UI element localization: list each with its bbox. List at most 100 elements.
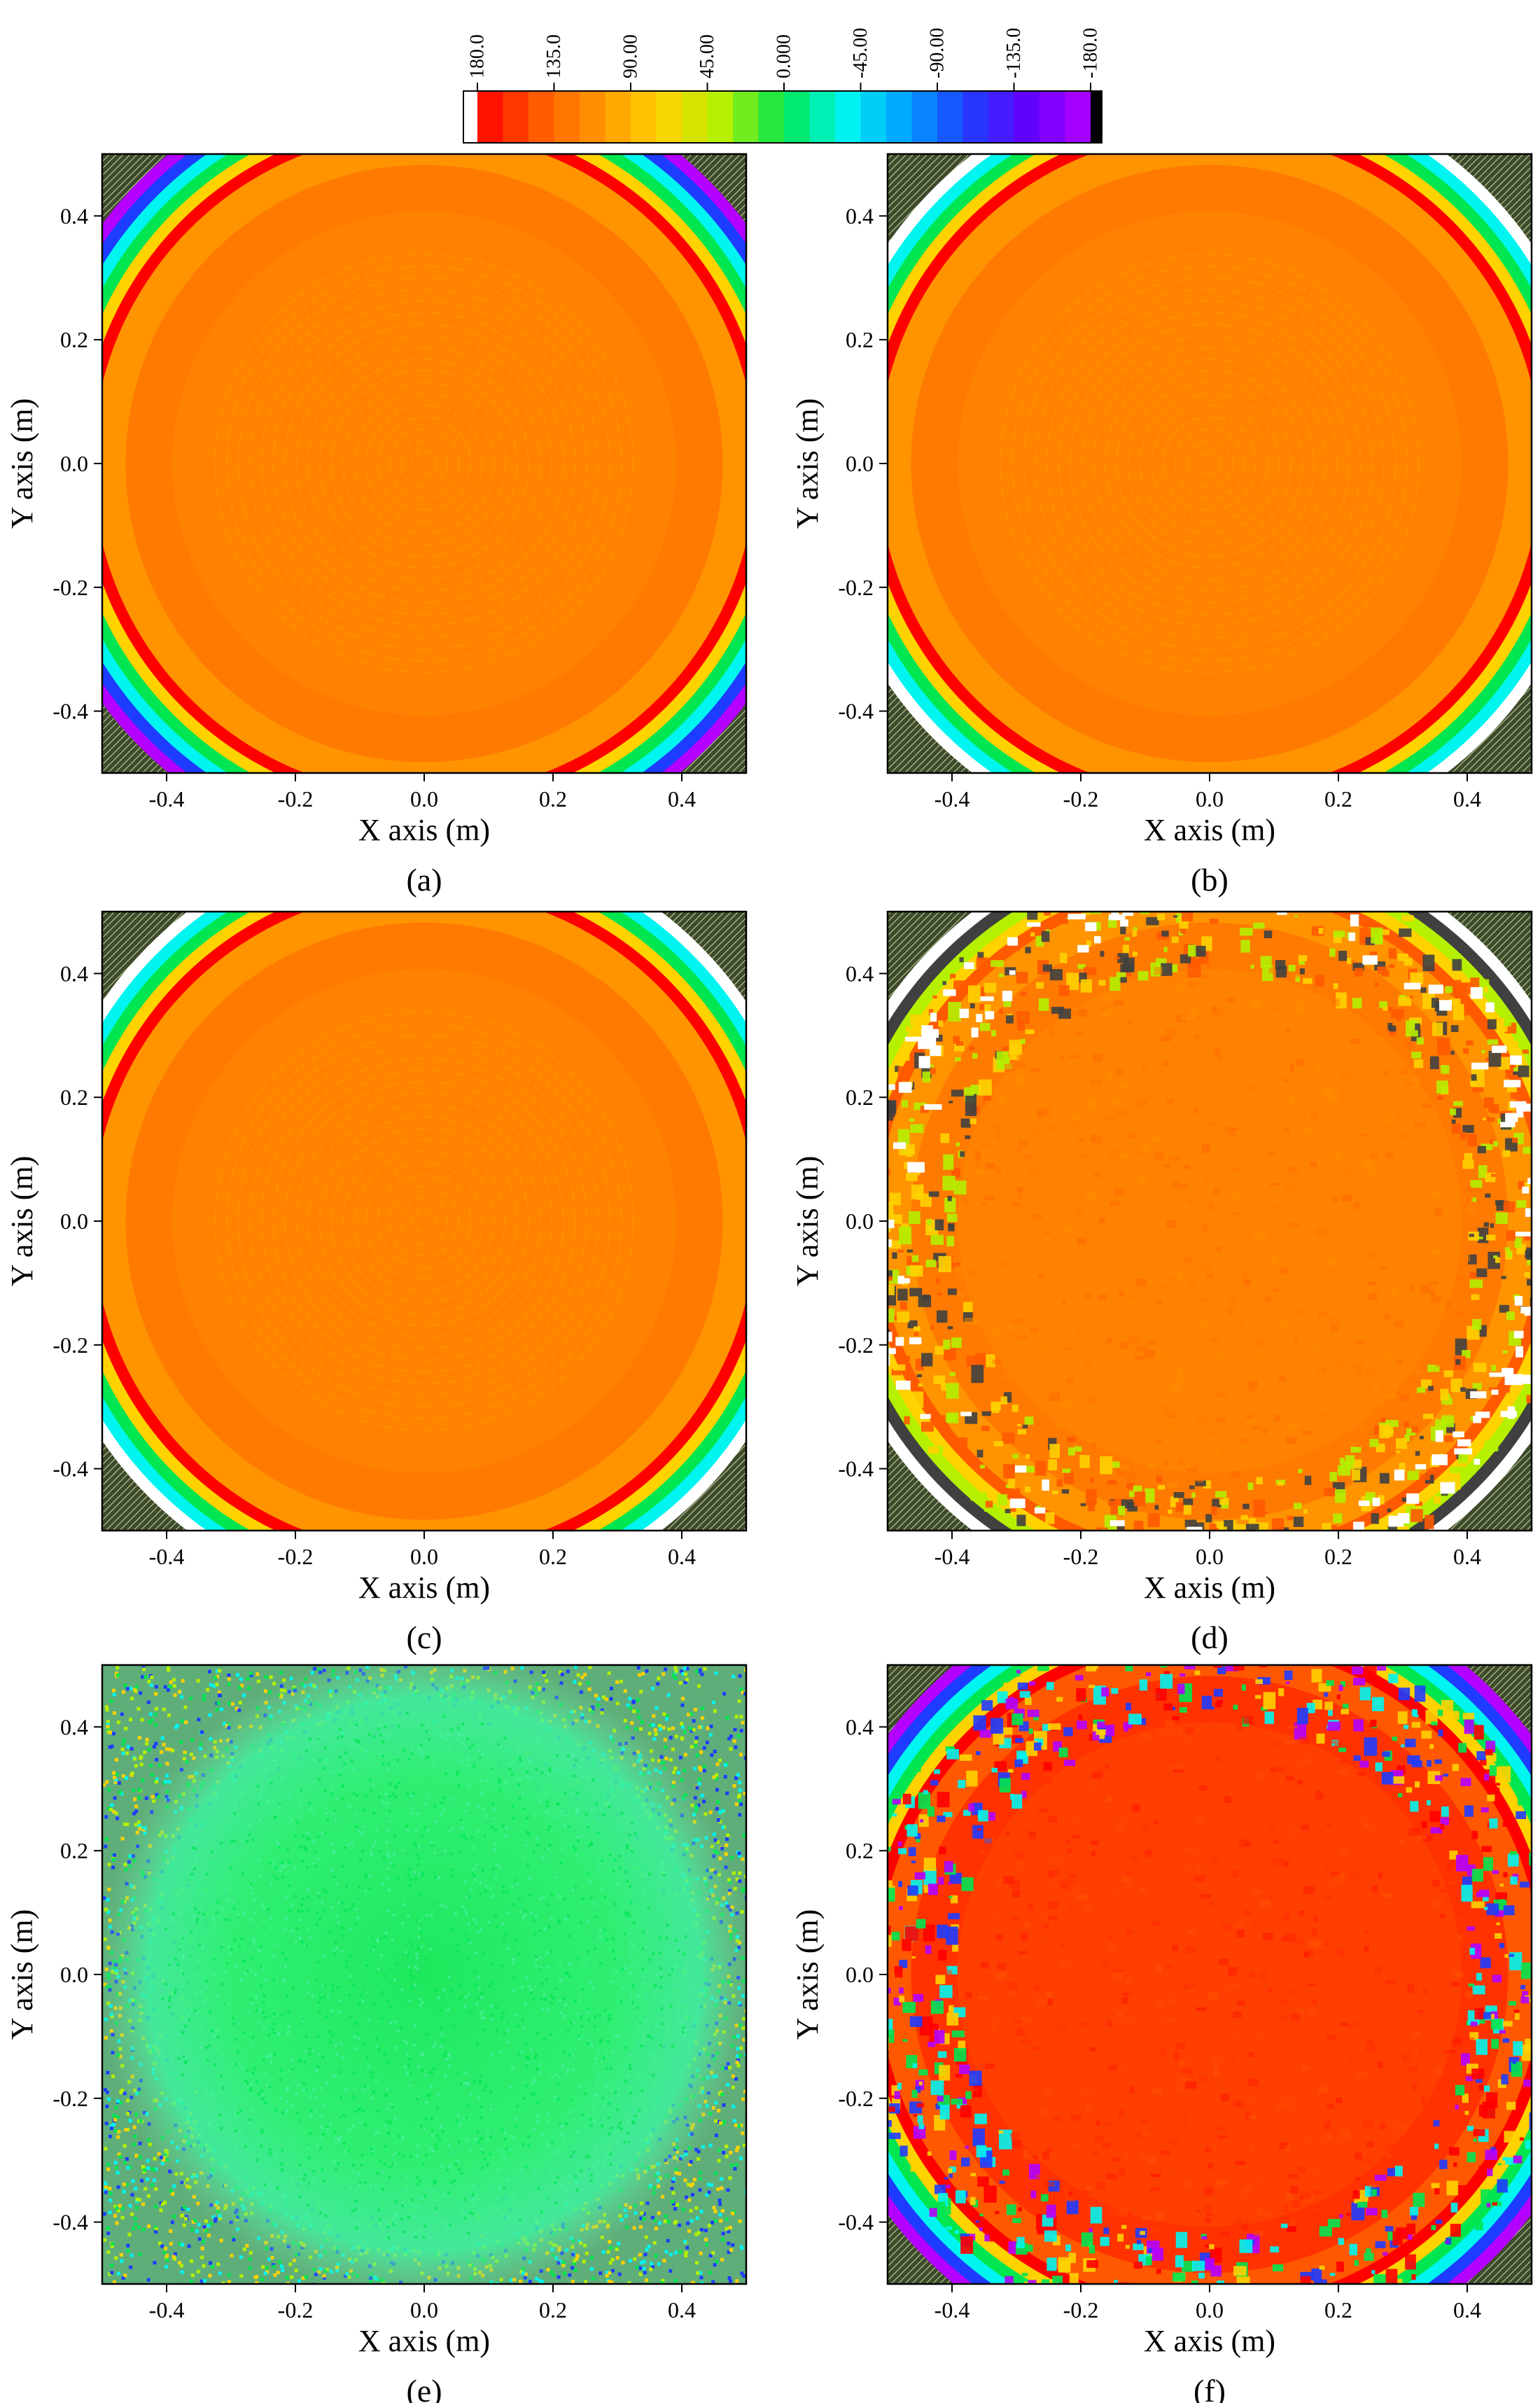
heatmap-speckle [1415,1451,1420,1456]
heatmap-speckle [1270,1555,1282,1567]
heatmap-noise-cell [132,2143,136,2147]
heatmap-speckle [1206,965,1212,969]
heatmap-noise-cell [108,2192,113,2196]
heatmap-speckle [1251,1234,1259,1241]
heatmap-speckle [1085,922,1097,931]
heatmap-noise-cell [607,1671,611,1676]
heatmap-noise-cell [721,1809,725,1813]
heatmap-speckle [980,1123,985,1127]
heatmap-speckle [1242,1503,1250,1510]
heatmap-speckle [1369,952,1378,959]
heatmap-speckle [1167,1099,1174,1104]
heatmap-speckle [1181,1015,1191,1020]
heatmap-speckle [981,1426,990,1431]
heatmap-noise-cell [318,1996,322,2000]
heatmap-noise-cell [612,2130,616,2133]
heatmap-speckle [1060,952,1068,963]
heatmap-speckle [1252,896,1259,903]
y-tick-label: 0.0 [60,451,88,476]
heatmap-speckle [1379,1266,1387,1270]
heatmap-speckle [1228,1297,1237,1304]
heatmap-speckle [1112,1461,1120,1468]
heatmap-noise-cell [405,2041,408,2045]
heatmap-noise-cell [713,1749,717,1753]
heatmap-speckle [875,1159,883,1165]
heatmap-noise-cell [447,2144,451,2147]
heatmap-noise-cell [149,1683,153,1687]
heatmap-noise-cell [657,2262,661,2266]
heatmap-speckle [1536,1320,1540,1325]
heatmap-noise-cell [628,1697,632,1701]
heatmap-noise-cell [559,1670,563,1674]
heatmap-speckle [1126,1483,1135,1489]
heatmap-noise-cell [713,2209,718,2213]
heatmap-speckle [1281,890,1284,892]
heatmap-speckle [1120,926,1126,935]
heatmap-noise-cell [181,1985,185,1988]
heatmap-noise-cell [666,1923,669,1927]
heatmap-speckle [1075,1328,1083,1332]
heatmap-noise-cell [162,2250,167,2255]
heatmap-noise-cell [492,1807,496,1811]
heatmap-noise-cell [183,1750,187,1755]
heatmap-speckle [1011,1405,1018,1412]
heatmap-speckle [1015,1488,1021,1496]
heatmap-noise-cell [469,2092,472,2096]
heatmap-speckle [1282,867,1292,872]
heatmap-speckle [1036,982,1044,989]
heatmap-noise-cell [553,1814,556,1818]
heatmap-speckle [918,1383,923,1387]
heatmap-speckle [1093,1173,1102,1178]
heatmap-speckle [920,1421,934,1432]
heatmap-noise-cell [570,2280,575,2284]
heatmap-speckle [888,1202,894,1220]
heatmap-speckle [1398,996,1412,1006]
heatmap-noise-cell [694,1736,699,1740]
heatmap-speckle [1212,1367,1219,1375]
heatmap-speckle [1101,1006,1106,1011]
heatmap-speckle [999,1166,1004,1171]
heatmap-noise-cell [573,2268,578,2272]
heatmap-noise-cell [165,2258,169,2262]
heatmap-noise-cell [109,2126,113,2131]
heatmap-noise-cell [530,2048,533,2052]
heatmap-speckle [1086,1071,1092,1075]
heatmap-speckle [1255,883,1266,897]
heatmap-speckle [909,1288,923,1297]
heatmap-speckle [1183,1498,1194,1505]
heatmap-speckle [1212,1498,1222,1507]
heatmap-speckle [1422,1103,1432,1108]
heatmap-speckle [980,1148,988,1155]
heatmap-speckle [1038,1467,1045,1472]
heatmap-speckle [1284,1127,1289,1133]
heatmap-speckle [888,1219,895,1229]
heatmap-noise-cell [529,1761,533,1764]
heatmap-noise-cell [377,1724,381,1727]
heatmap-noise-cell [129,1687,133,1691]
heatmap-speckle [1435,1360,1442,1367]
heatmap-noise-cell [325,1806,328,1810]
heatmap-speckle [1363,1540,1374,1546]
heatmap-speckle [1018,1335,1028,1341]
heatmap-noise-cell [664,1745,668,1749]
heatmap-noise-cell [112,1810,116,1814]
heatmap-noise-cell [636,1698,640,1702]
heatmap-noise-cell [524,2042,528,2045]
heatmap-speckle [992,1123,1001,1129]
heatmap-speckle [1152,1477,1157,1484]
heatmap-speckle [1516,1346,1523,1358]
heatmap-noise-cell [663,2220,667,2224]
heatmap-noise-cell [500,2128,504,2131]
heatmap-noise-cell [116,2271,120,2276]
heatmap-speckle [944,1348,956,1360]
heatmap-noise-cell [295,2112,299,2115]
heatmap-noise-cell [476,1830,479,1833]
heatmap-noise-cell [584,2280,588,2284]
heatmap-noise-cell [172,2257,176,2261]
heatmap-speckle [879,1241,885,1245]
heatmap-speckle [1068,1447,1075,1456]
heatmap-speckle [1469,1234,1475,1237]
heatmap-noise-cell [696,2271,700,2275]
heatmap-speckle [1004,1392,1012,1403]
heatmap-noise-cell [241,2066,245,2070]
